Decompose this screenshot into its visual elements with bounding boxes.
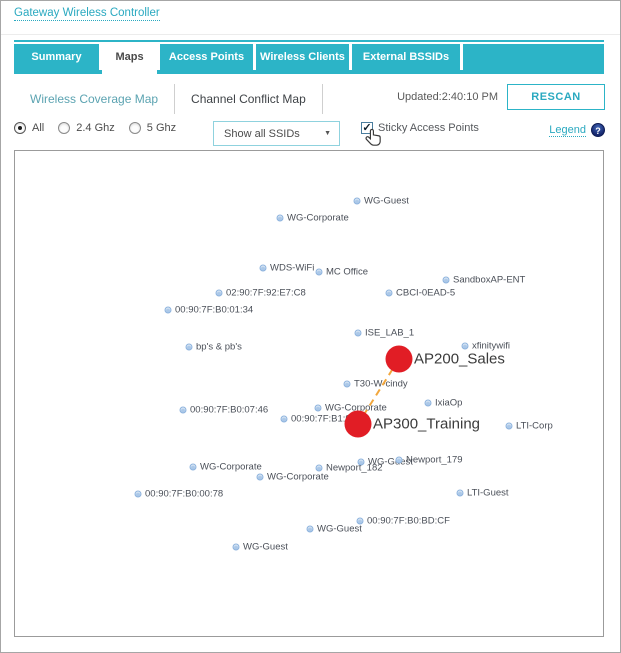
updated-timestamp: Updated:2:40:10 PM <box>397 91 498 103</box>
tabbar-filler <box>463 44 604 70</box>
legend-control: Legend ? <box>549 123 605 137</box>
access-point-label: 00:90:7F:B1:93:F0 <box>291 413 370 425</box>
access-point-dot <box>215 289 223 297</box>
access-point-label: ISE_LAB_1 <box>365 327 415 339</box>
legend-link[interactable]: Legend <box>549 123 586 137</box>
radio-circle-2-4-ghz[interactable] <box>58 122 71 134</box>
tab-access-points[interactable]: Access Points <box>160 44 253 70</box>
access-point-dot <box>315 268 323 276</box>
conflict-line-layer <box>357 358 400 425</box>
access-point-dot <box>353 197 361 205</box>
access-point-label: WG-Guest <box>364 195 409 207</box>
access-point-dot <box>357 458 365 466</box>
access-point-label: WG-Guest <box>317 523 362 535</box>
access-point-dot <box>314 404 322 412</box>
sticky-access-points-label: Sticky Access Points <box>378 122 479 134</box>
main-tab-bar: Summary Maps Access Points Wireless Clients… <box>14 40 604 74</box>
access-point-label: 00:90:7F:B0:00:78 <box>145 488 224 500</box>
access-point-dot <box>259 264 267 272</box>
access-point-label: WG-Guest <box>368 456 413 468</box>
access-point-label: WG-Guest <box>243 541 288 553</box>
tab-maps[interactable]: Maps <box>102 44 157 74</box>
subtab-channel-conflict-map[interactable]: Channel Conflict Map <box>174 84 323 114</box>
access-point-label: bp's & pb's <box>196 341 242 353</box>
access-point-label: LTI-Corp <box>516 420 553 432</box>
access-point-dot <box>276 214 284 222</box>
band-radio-group: All 2.4 Ghz 5 Ghz <box>14 122 190 134</box>
access-point-label: WG-Corporate <box>200 461 262 473</box>
access-point-dot <box>189 463 197 471</box>
ssid-filter-dropdown[interactable]: Show all SSIDs ▼ <box>213 121 340 146</box>
access-point-dot <box>185 343 193 351</box>
radio-label: 5 Ghz <box>146 122 177 134</box>
access-point-dot <box>424 399 432 407</box>
access-point-dot <box>306 525 314 533</box>
help-icon[interactable]: ? <box>591 123 605 137</box>
access-point-dot <box>461 342 469 350</box>
access-point-dot <box>456 489 464 497</box>
access-point-label: 02:90:7F:92:E7:C8 <box>226 287 306 299</box>
access-point-label: LTI-Guest <box>467 487 509 499</box>
access-point-label: IxiaOp <box>435 397 463 409</box>
access-point-dot <box>232 543 240 551</box>
access-point-dot <box>505 422 513 430</box>
radio-circle-5-ghz[interactable] <box>128 122 141 134</box>
access-point-dot <box>164 306 172 314</box>
subtab-wireless-coverage-map[interactable]: Wireless Coverage Map <box>30 92 159 106</box>
access-point-label: SandboxAP-ENT <box>453 274 526 286</box>
access-point-label: 00:90:7F:B0:BD:CF <box>367 515 450 527</box>
radio-all[interactable]: All <box>14 122 44 134</box>
access-point-dot <box>256 473 264 481</box>
conflict-access-point-dot[interactable] <box>385 345 413 373</box>
access-point-dot <box>179 406 187 414</box>
access-point-label: 00:90:7F:B0:01:34 <box>175 304 254 316</box>
access-point-label: MC Office <box>326 266 369 278</box>
gateway-wireless-controller-link[interactable]: Gateway Wireless Controller <box>14 7 160 21</box>
map-canvas[interactable]: WG-Guest WG-Corporate WDS-WiFi MC Office San… <box>15 151 603 636</box>
access-point-label: WDS-WiFi <box>270 262 315 274</box>
conflict-access-point-dot[interactable] <box>344 410 372 438</box>
access-point-label: CBCI-0EAD-5 <box>396 287 456 299</box>
access-point-dot <box>442 276 450 284</box>
access-point-label: Newport_182 <box>326 462 383 474</box>
access-point-label: WG-Corporate <box>287 212 349 224</box>
sticky-access-points-checkbox[interactable]: ✓ <box>361 122 373 134</box>
access-point-dot <box>134 490 142 498</box>
tabbar-bottom-strip <box>14 70 604 74</box>
conflict-access-point-label: AP200_Sales <box>414 350 505 368</box>
access-point-dot <box>280 415 288 423</box>
radio-circle-all[interactable] <box>14 122 26 134</box>
sticky-access-points-control: ✓ Sticky Access Points <box>361 122 479 146</box>
chevron-down-icon: ▼ <box>324 130 331 137</box>
tabbar-top-line <box>14 40 604 42</box>
access-point-label: WG-Corporate <box>325 402 387 414</box>
access-point-dot <box>395 456 403 464</box>
channel-conflict-map-panel: WG-Guest WG-Corporate WDS-WiFi MC Office San… <box>14 150 604 637</box>
header-divider <box>1 34 620 35</box>
access-point-label: 00:90:7F:B0:07:46 <box>190 404 269 416</box>
radio-label: All <box>32 122 45 134</box>
conflict-access-point-label: AP300_Training <box>373 415 481 433</box>
radio-label: 2.4 Ghz <box>76 122 115 134</box>
radio-5-ghz[interactable]: 5 Ghz <box>128 122 177 134</box>
access-point-dot <box>354 329 362 337</box>
radio-2-4-ghz[interactable]: 2.4 Ghz <box>58 122 115 134</box>
access-point-label: WG-Corporate <box>267 471 329 483</box>
rescan-button[interactable]: RESCAN <box>507 84 605 110</box>
map-subtabs: Wireless Coverage Map Channel Conflict Ma… <box>14 84 323 114</box>
tab-summary[interactable]: Summary <box>14 44 99 70</box>
access-point-dot <box>356 517 364 525</box>
access-point-dot <box>343 380 351 388</box>
access-point-label: T30-W-cindy <box>354 378 408 390</box>
main-tabs-row: Summary Maps Access Points Wireless Clients… <box>14 44 604 74</box>
ssid-dropdown-value: Show all SSIDs <box>224 127 300 140</box>
access-point-dot <box>385 289 393 297</box>
tab-external-bssids[interactable]: External BSSIDs <box>352 44 460 70</box>
access-point-label: xfinitywifi <box>472 340 511 352</box>
access-point-dot <box>315 464 323 472</box>
tab-wireless-clients[interactable]: Wireless Clients <box>256 44 349 70</box>
access-point-label: Newport_179 <box>406 454 463 466</box>
